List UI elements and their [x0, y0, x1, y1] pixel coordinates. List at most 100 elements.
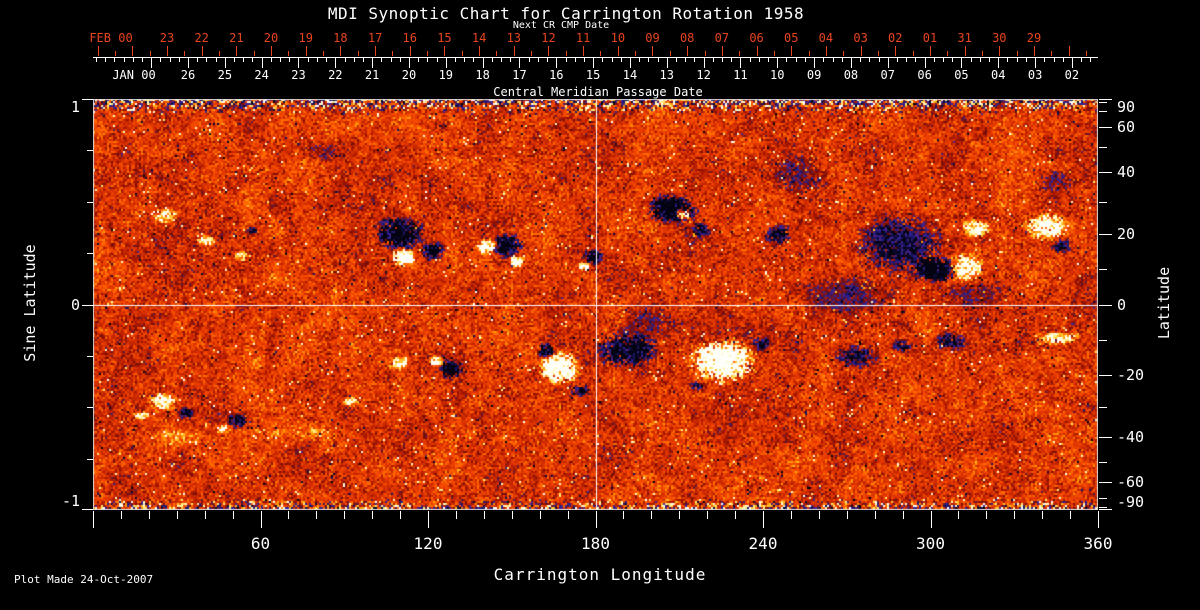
cmp-tick: [952, 57, 954, 62]
cmp-tick: [768, 57, 770, 62]
next-cr-day-label: 01: [922, 31, 938, 45]
cmp-tick: [141, 57, 143, 62]
cmp-tick: [1090, 57, 1092, 62]
cmp-day-label: 06: [917, 68, 932, 82]
cmp-tick: [860, 57, 862, 62]
cmp-tick: [547, 57, 549, 62]
sine-latitude-tick: [82, 99, 93, 100]
latitude-tick: [1099, 482, 1112, 484]
longitude-tick: [735, 511, 737, 519]
next-cr-tick: [496, 51, 498, 56]
latitude-tick-label: 20: [1117, 225, 1136, 244]
cmp-day-label: 10: [770, 68, 785, 82]
longitude-tick: [902, 511, 904, 519]
next-cr-month-label: FEB 00: [89, 31, 133, 45]
cmp-tick: [215, 57, 217, 62]
next-cr-tick: [409, 46, 411, 56]
cmp-tick: [675, 57, 677, 62]
cmp-tick: [528, 57, 530, 62]
latitude-tick-label: -20: [1117, 365, 1145, 384]
next-cr-tick: [791, 46, 793, 56]
cmp-tick: [1025, 57, 1027, 62]
cmp-tick: [362, 57, 364, 62]
cmp-tick: [648, 57, 650, 62]
longitude-tick: [316, 511, 318, 519]
longitude-tick: [483, 511, 485, 519]
next-cr-tick: [843, 51, 845, 56]
longitude-tick: [986, 511, 988, 519]
cmp-tick: [611, 57, 613, 62]
cmp-tick: [749, 57, 751, 62]
cmp-tick: [556, 57, 558, 68]
longitude-tick: [651, 511, 653, 519]
cmp-tick: [427, 57, 429, 62]
cmp-day-label: 17: [512, 68, 527, 82]
cmp-tick: [786, 57, 788, 62]
cmp-tick: [814, 57, 816, 68]
latitude-tick: [1099, 126, 1112, 128]
cmp-tick: [850, 57, 852, 68]
cmp-day-label: 21: [364, 68, 380, 82]
next-cr-tick: [1016, 51, 1018, 56]
longitude-tick: [455, 511, 457, 519]
cmp-tick: [795, 57, 797, 62]
next-cr-tick: [357, 51, 359, 56]
latitude-tick: [1099, 172, 1112, 174]
longitude-tick: [790, 511, 792, 519]
magnetogram-image: [93, 99, 1098, 510]
cmp-tick: [224, 57, 226, 68]
cmp-tick: [252, 57, 254, 62]
sine-latitude-tick-label: 0: [70, 295, 80, 314]
latitude-tick: [1099, 340, 1107, 342]
cmp-day-label: 07: [880, 68, 895, 82]
longitude-tick: [260, 511, 262, 528]
cmp-tick: [519, 57, 521, 68]
cmp-tick: [160, 57, 162, 62]
next-cr-tick: [687, 46, 689, 56]
cmp-tick: [95, 57, 97, 62]
cmp-tick: [740, 57, 742, 68]
cmp-tick: [979, 57, 981, 62]
next-cr-tick: [1068, 46, 1070, 56]
longitude-tick: [539, 511, 541, 519]
next-cr-day-label: 22: [194, 31, 209, 45]
cmp-tick: [114, 57, 116, 62]
cmp-tick: [132, 57, 134, 62]
longitude-tick: [763, 511, 764, 528]
cmp-tick: [335, 57, 337, 68]
cmp-day-label: 04: [991, 68, 1006, 82]
cmp-tick: [408, 57, 410, 68]
next-cr-tick: [825, 46, 827, 56]
longitude-tick-label: 120: [413, 534, 443, 553]
next-cr-tick: [184, 51, 186, 56]
sine-latitude-tick: [87, 150, 93, 152]
cmp-day-label: 26: [180, 68, 196, 82]
next-cr-tick: [97, 46, 99, 56]
next-cr-cmp-date-title: Next CR CMP Date: [512, 20, 610, 31]
longitude-tick: [288, 511, 290, 519]
cmp-day-label: 11: [733, 68, 748, 82]
cmp-tick: [473, 57, 475, 62]
cmp-tick: [620, 57, 622, 62]
next-cr-tick: [860, 46, 862, 56]
longitude-tick-label: 360: [1083, 534, 1113, 553]
sine-latitude-tick-label: -1: [61, 492, 80, 510]
next-cr-tick: [600, 51, 602, 56]
latitude-tick-label: -40: [1117, 427, 1145, 446]
longitude-tick: [372, 511, 374, 519]
next-cr-day-label: 07: [714, 31, 730, 45]
cmp-day-label: 22: [328, 68, 343, 82]
cmp-tick: [1081, 57, 1083, 62]
next-cr-day-label: 09: [645, 31, 660, 45]
cmp-day-label: 24: [254, 68, 269, 82]
latitude-tick: [1099, 506, 1107, 508]
next-cr-tick: [635, 51, 637, 56]
cmp-axis-title: Central Meridian Passage Date: [493, 85, 703, 99]
cmp-tick: [998, 57, 1000, 68]
cmp-day-label: 16: [549, 68, 564, 82]
next-cr-tick: [531, 51, 533, 56]
longitude-tick: [148, 511, 150, 519]
sine-latitude-tick: [87, 201, 93, 203]
cmp-day-label: 25: [217, 68, 233, 82]
cmp-tick: [1053, 57, 1055, 62]
